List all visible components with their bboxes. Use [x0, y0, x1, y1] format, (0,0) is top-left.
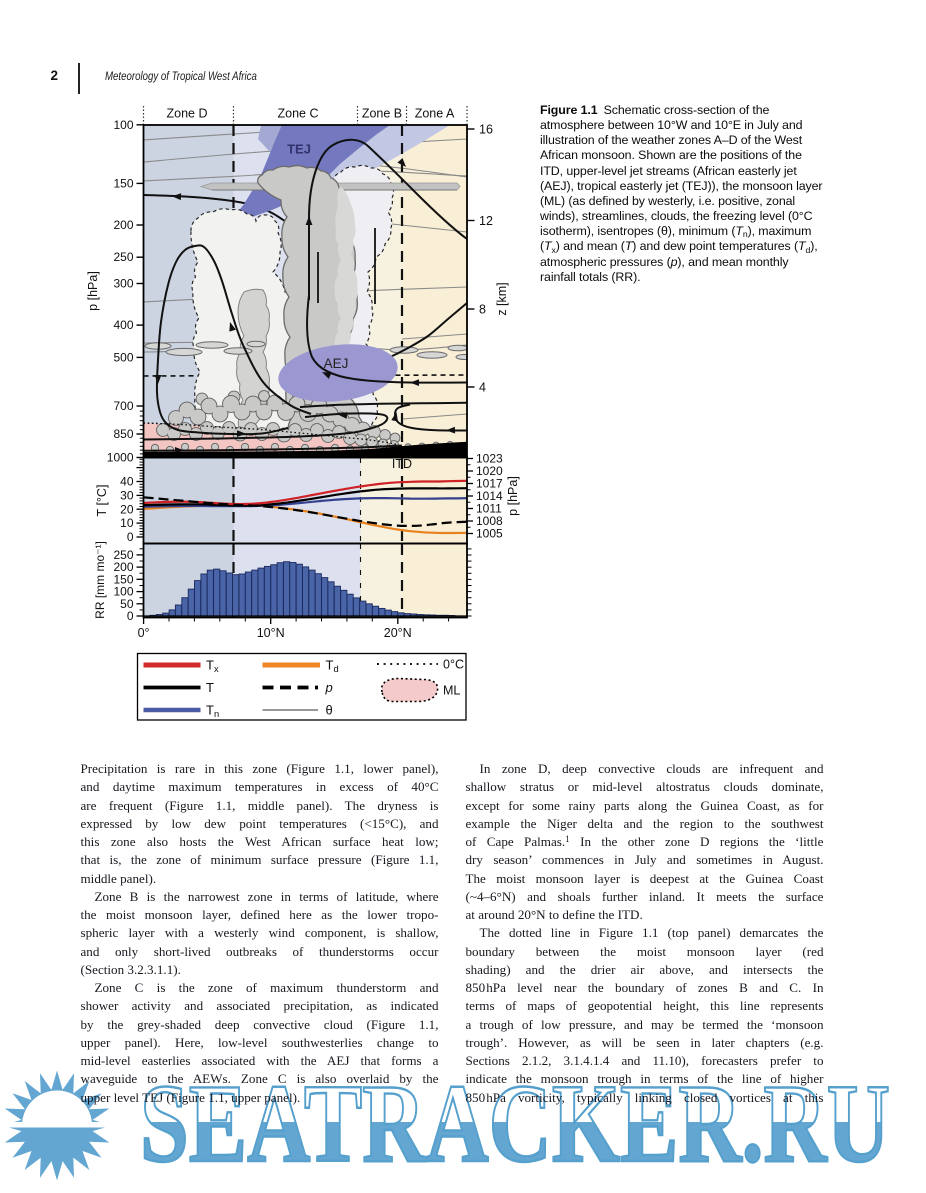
svg-text:Zone C: Zone C [278, 107, 319, 121]
svg-text:n: n [214, 709, 219, 719]
svg-text:p: p [325, 680, 333, 695]
svg-text:T: T [326, 658, 334, 673]
svg-text:d: d [334, 664, 339, 674]
svg-text:Zone B: Zone B [362, 107, 402, 121]
svg-text:p [hPa]: p [hPa] [506, 476, 520, 516]
svg-text:150: 150 [113, 572, 133, 586]
svg-text:Zone D: Zone D [167, 107, 208, 121]
svg-text:400: 400 [113, 318, 133, 332]
svg-text:10°N: 10°N [257, 626, 285, 640]
svg-text:0°: 0° [138, 626, 150, 640]
svg-text:1005: 1005 [476, 527, 503, 541]
svg-text:100: 100 [113, 118, 133, 132]
svg-text:z [km]: z [km] [495, 282, 509, 315]
svg-text:4: 4 [479, 381, 486, 395]
svg-text:T [°C]: T [°C] [95, 485, 109, 517]
svg-text:Zone A: Zone A [415, 107, 455, 121]
svg-text:AEJ: AEJ [324, 356, 349, 371]
svg-text:1014: 1014 [476, 489, 503, 503]
svg-text:50: 50 [120, 597, 134, 611]
svg-text:0: 0 [127, 530, 134, 544]
svg-text:12: 12 [479, 214, 493, 228]
svg-text:10: 10 [120, 516, 134, 530]
svg-text:ML: ML [443, 684, 460, 698]
svg-text:150: 150 [113, 176, 133, 190]
svg-text:1020: 1020 [476, 464, 503, 478]
svg-text:8: 8 [479, 303, 486, 317]
svg-text:1011: 1011 [476, 502, 502, 516]
svg-text:20°N: 20°N [384, 626, 412, 640]
svg-text:1023: 1023 [476, 452, 503, 466]
svg-text:T: T [206, 680, 214, 695]
svg-text:T: T [206, 703, 214, 718]
svg-text:θ: θ [326, 703, 333, 718]
svg-text:200: 200 [113, 218, 133, 232]
svg-text:x: x [214, 664, 219, 674]
svg-text:200: 200 [113, 560, 133, 574]
svg-text:TEJ: TEJ [287, 142, 311, 157]
svg-text:SEATRACKER.RU: SEATRACKER.RU [140, 1062, 890, 1186]
svg-text:T: T [206, 658, 214, 673]
svg-text:p [hPa]: p [hPa] [86, 271, 100, 311]
svg-text:700: 700 [113, 399, 133, 413]
svg-text:40: 40 [120, 475, 134, 489]
svg-text:250: 250 [113, 548, 133, 562]
svg-text:100: 100 [113, 585, 133, 599]
svg-text:250: 250 [113, 250, 133, 264]
svg-text:30: 30 [120, 488, 134, 502]
svg-text:0: 0 [127, 609, 134, 623]
svg-text:RR [mm mo⁻¹]: RR [mm mo⁻¹] [93, 541, 107, 619]
svg-text:1017: 1017 [476, 477, 503, 491]
svg-text:ITD: ITD [392, 457, 412, 471]
svg-text:0°C: 0°C [443, 658, 464, 672]
svg-text:1000: 1000 [107, 451, 134, 465]
svg-text:850: 850 [113, 427, 133, 441]
svg-text:20: 20 [120, 502, 134, 516]
svg-text:300: 300 [113, 277, 133, 291]
svg-text:500: 500 [113, 350, 133, 364]
svg-text:1008: 1008 [476, 514, 503, 528]
svg-text:16: 16 [479, 123, 493, 137]
